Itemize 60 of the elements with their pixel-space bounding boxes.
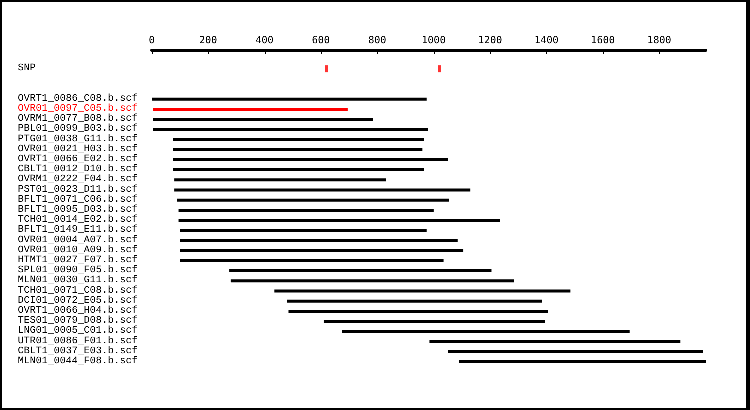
bar: [180, 229, 427, 232]
y-tick-label: OVR01_0021_H03.b.scf: [18, 143, 138, 156]
bar: [430, 340, 681, 344]
x-tick-label: 600: [312, 36, 330, 46]
bar: [174, 188, 471, 192]
bar: [173, 168, 424, 172]
y-tick-label: BFLT1_0071_C06.b.scf: [18, 194, 138, 206]
y-tick-label: PBL01_0099_B03.b.scf: [18, 123, 138, 136]
bar: [174, 178, 386, 182]
bar: [324, 320, 546, 324]
y-tick-label: BFLT1_0149_E11.b.scf: [18, 224, 138, 236]
bar: [152, 98, 427, 101]
x-tick-label: 1000: [422, 36, 446, 46]
y-tick-label: UTR01_0086_F01.b.scf: [18, 335, 138, 348]
y-tick-label: CBLT1_0037_E03.b.scf: [18, 345, 138, 358]
bar: [173, 158, 448, 162]
y-tick-label: OVRT1_0086_C08.b.scf: [18, 92, 138, 105]
y-tick-label: MLN01_0044_F08.b.scf: [18, 355, 138, 368]
y-tick-label: OVRM1_0222_F04.b.scf: [18, 174, 138, 186]
x-tick-label: 800: [368, 36, 387, 46]
x-tick-label: 400: [256, 36, 274, 46]
bar: [230, 270, 492, 273]
y-tick-label: SNP: [18, 64, 36, 75]
bar: [180, 259, 444, 262]
bar: [153, 118, 374, 122]
y-tick-label: LNG01_0005_C01.b.scf: [18, 325, 138, 338]
y-tick-label: TCH01_0071_C08.b.scf: [18, 284, 138, 297]
bar: [342, 330, 630, 334]
y-tick-label: PTG01_0038_G11.b.scf: [18, 133, 138, 146]
x-tick-label: 1800: [647, 36, 672, 46]
x-tick-label: 1400: [534, 36, 559, 46]
y-tick-label: MLN01_0030_G11.b.scf: [18, 274, 138, 287]
y-tick-label: OVRT1_0066_H04.b.scf: [18, 304, 138, 317]
bar: [459, 360, 706, 364]
bar: [177, 198, 450, 202]
bar: [173, 138, 424, 142]
x-tick-label: 200: [199, 36, 218, 46]
bar: [230, 280, 514, 283]
y-tick-label: BFLT1_0095_D03.b.scf: [18, 204, 138, 216]
bar: [288, 310, 548, 313]
bar: [274, 290, 571, 293]
y-tick-label: HTMT1_0027_F07.b.scf: [18, 254, 138, 266]
bar: [178, 219, 500, 222]
bar: [153, 108, 348, 111]
bar: [180, 249, 464, 252]
bar: [153, 128, 428, 132]
y-tick-label: DCI01_0072_E05.b.scf: [18, 294, 138, 307]
bar: [287, 300, 542, 303]
y-tick-label: OVRT1_0066_E02.b.scf: [18, 153, 138, 166]
bar: [180, 239, 458, 242]
x-tick-label: 1200: [478, 36, 502, 46]
bar: [448, 350, 704, 354]
x-tick-label: 1600: [591, 36, 616, 46]
x-tick-label: 0: [148, 36, 156, 46]
y-tick-label: OVR01_0004_A07.b.scf: [18, 234, 138, 246]
y-tick-label: PST01_0023_D11.b.scf: [18, 184, 138, 196]
bar: [178, 208, 434, 212]
bar: [173, 148, 423, 152]
y-tick-label: OVR01_0010_A09.b.scf: [18, 244, 138, 256]
y-tick-label: OVR01_0097_C05.b.scf: [18, 102, 138, 115]
